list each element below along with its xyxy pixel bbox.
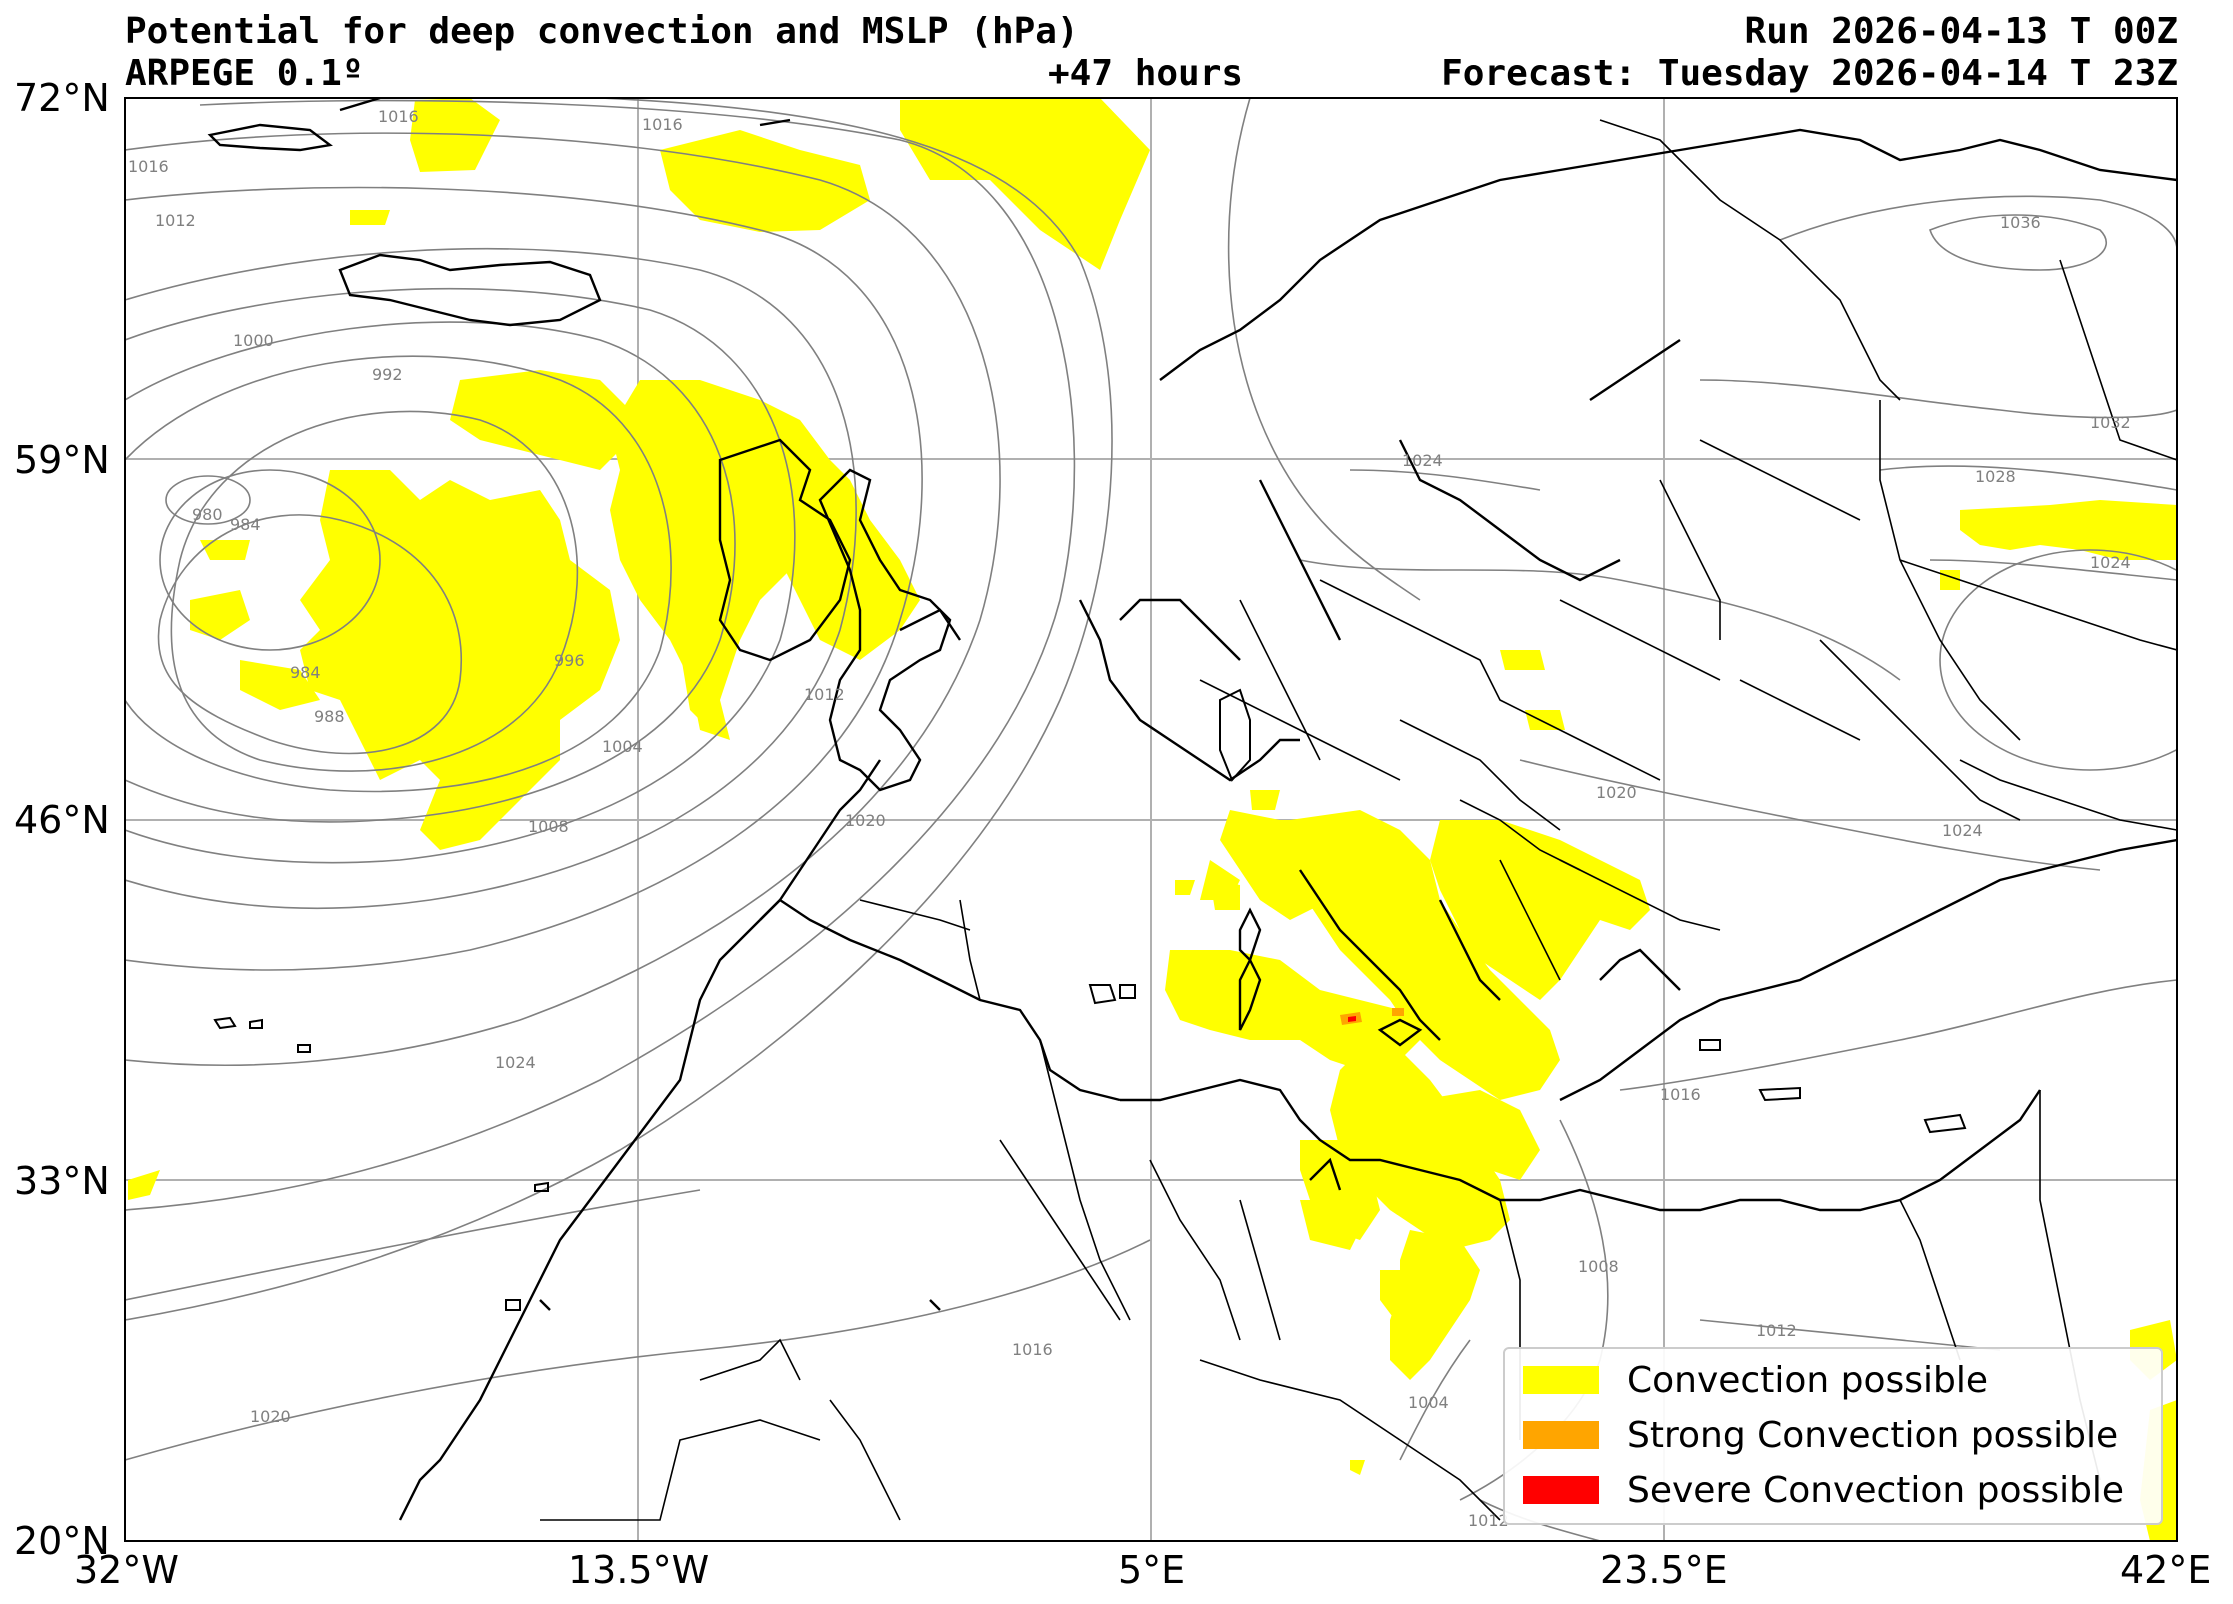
isobar-label: 1024	[1942, 821, 1983, 840]
legend-label: Strong Convection possible	[1627, 1414, 2119, 1456]
isobar-label: 1012	[155, 211, 196, 230]
isobar-label: 1016	[642, 115, 683, 134]
country-borders	[540, 119, 2177, 1521]
islands	[213, 688, 1967, 1311]
isobar-label: 1024	[2090, 553, 2131, 572]
isobar-label: 984	[290, 663, 321, 682]
isobar-label: 1012	[1756, 1321, 1797, 1340]
isobar-label: 1020	[845, 811, 886, 830]
isobars	[125, 98, 2177, 1541]
map-title: Potential for deep convection and MSLP (…	[125, 11, 1079, 52]
isobar-label: 984	[230, 515, 261, 534]
isobar-label: 1004	[602, 737, 643, 756]
legend-item-severe: Severe Convection possible	[1523, 1467, 2124, 1513]
model-name: ARPEGE 0.1º	[125, 53, 364, 94]
isobar-label: 1024	[1402, 451, 1443, 470]
isobar-label: 1000	[233, 331, 274, 350]
lat-tick-label: 20°N	[14, 1519, 110, 1563]
isobar-label: 996	[554, 651, 585, 670]
convection-areas	[128, 98, 2177, 1541]
isobar-label: 1024	[495, 1053, 536, 1072]
forecast-time: Forecast: Tuesday 2026-04-14 T 23Z	[1441, 53, 2178, 94]
isobar-label: 1032	[2090, 413, 2131, 432]
lat-tick-label: 33°N	[14, 1159, 110, 1203]
legend-swatch-severe	[1523, 1476, 1599, 1504]
isobar-label: 1016	[1660, 1085, 1701, 1104]
legend-label: Severe Convection possible	[1627, 1469, 2125, 1511]
lon-tick-label: 42°E	[2120, 1548, 2212, 1592]
lat-tick-label: 72°N	[14, 76, 110, 120]
isobar-label: 1008	[1578, 1257, 1619, 1276]
isobar-label: 1004	[1408, 1393, 1449, 1412]
isobar-label: 1012	[1468, 1511, 1509, 1530]
isobar-label: 980	[192, 505, 223, 524]
isobar-label: 1020	[1596, 783, 1637, 802]
lon-tick-label: 23.5°E	[1600, 1548, 1728, 1592]
isobar-label: 1028	[1975, 467, 2016, 486]
lat-tick-label: 59°N	[14, 438, 110, 482]
legend-swatch-strong	[1523, 1421, 1599, 1449]
legend: Convection possible Strong Convection po…	[1503, 1347, 2163, 1525]
lon-tick-label: 32°W	[74, 1548, 179, 1592]
isobar-label: 1012	[804, 685, 845, 704]
legend-swatch-convection	[1523, 1366, 1599, 1394]
isobar-label: 1020	[250, 1407, 291, 1426]
run-time: Run 2026-04-13 T 00Z	[1744, 11, 2178, 52]
lon-tick-label: 13.5°W	[568, 1548, 710, 1592]
isobar-label: 1016	[378, 107, 419, 126]
isobar-label: 1016	[1012, 1340, 1053, 1359]
isobar-label: 992	[372, 365, 403, 384]
legend-item-convection: Convection possible	[1523, 1357, 1988, 1403]
coastlines	[207, 98, 2177, 1521]
lead-time: +47 hours	[1048, 53, 1244, 94]
isobar-label: 1036	[2000, 213, 2041, 232]
isobar-label: 1008	[528, 817, 569, 836]
gridlines	[125, 98, 2177, 1541]
isobar-labels: 1016 1016 1016 1012 1000 992 980 984 984…	[128, 107, 2131, 1530]
plot-frame	[124, 97, 2178, 1542]
legend-item-strong: Strong Convection possible	[1523, 1412, 2118, 1458]
lat-tick-label: 46°N	[14, 798, 110, 842]
isobar-label: 988	[314, 707, 345, 726]
lon-tick-label: 5°E	[1118, 1548, 1186, 1592]
severe-convection-spots	[1348, 1016, 1356, 1022]
isobar-label: 1016	[128, 157, 169, 176]
legend-label: Convection possible	[1627, 1359, 1989, 1401]
